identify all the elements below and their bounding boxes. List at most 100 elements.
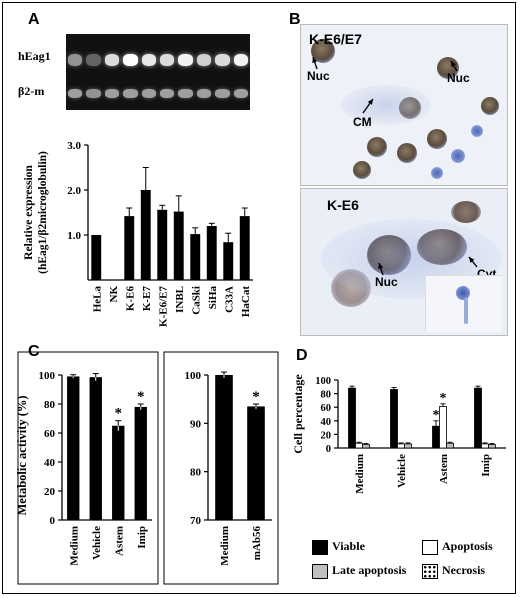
micrograph-k-e6-e7: K-E6/E7 Nuc Nuc CM — [300, 24, 508, 186]
significance-star: * — [433, 408, 440, 423]
cell-blue — [456, 286, 470, 300]
y-tick-label: 60 — [321, 403, 332, 414]
x-tick-label-k-e6-e7: K-E6/E7 — [157, 286, 169, 327]
micrograph-title-bottom: K-E6 — [327, 197, 359, 213]
x-tick-label-medium: Medium — [68, 526, 80, 566]
micrograph-title-top: K-E6/E7 — [309, 31, 362, 47]
gel-band-heag1 — [104, 54, 120, 66]
gel-band-heag1 — [215, 54, 230, 66]
bar-caski — [190, 234, 201, 280]
y-tick-label: 2.0 — [67, 185, 81, 197]
y-tick-label: 80 — [190, 467, 202, 479]
x-tick-label-mab56: mAb56 — [251, 526, 263, 561]
bar-viable-imip — [474, 387, 482, 449]
gel-band-heag1 — [178, 54, 193, 66]
y-tick-label: 90 — [190, 418, 202, 430]
gel-band-b2m — [233, 89, 248, 98]
cell-nucleus — [353, 161, 371, 179]
gel-band-b2m — [104, 89, 120, 98]
y-tick-label: 1.0 — [67, 230, 81, 242]
y-tick-label: 80 — [321, 390, 332, 401]
chart-a: 1.0 2.0 3.0 HeLa NK K-E6 K-E7 K-E6/E7 INBL CaSki S… — [23, 140, 253, 327]
y-tick-label: 3.0 — [67, 140, 81, 152]
bar-apoptosis-vehicle — [397, 443, 405, 449]
cell-nucleus — [427, 129, 447, 149]
bar-k-e6 — [124, 216, 135, 280]
cell-process — [464, 298, 468, 324]
y-tick-label: 60 — [44, 428, 56, 440]
label-nuc-3: Nuc — [375, 275, 398, 289]
gel-band-b2m — [215, 89, 230, 98]
bar-astem — [112, 425, 125, 520]
gel-band-heag1 — [196, 54, 212, 66]
chart-c2: 70 80 90 100 Medium * mAb56 — [163, 351, 279, 585]
bar-medium — [67, 376, 80, 520]
y-axis-label: Cell percentage — [291, 374, 305, 454]
micrograph-inset — [425, 275, 502, 332]
bar-late-apoptosis-astem — [446, 442, 454, 449]
micrograph-k-e6: K-E6 Nuc Cyt — [300, 188, 508, 336]
bar-medium — [215, 375, 233, 520]
y-tick-label: 40 — [44, 457, 56, 469]
label-cm: CM — [353, 115, 372, 129]
significance-star-mab56: * — [252, 389, 260, 405]
arrow-icon — [468, 256, 478, 268]
bar-mab56 — [247, 406, 265, 520]
bar-viable-vehicle — [390, 389, 398, 449]
bar-apoptosis-astem — [439, 406, 447, 449]
x-tick-label-vehicle: Vehicle — [396, 454, 408, 488]
y-axis-label: Metabolic activity (%) — [15, 395, 29, 515]
y-axis-label: (hEag1/β2microglobulin) — [37, 151, 49, 274]
x-tick-label-astem: Astem — [438, 454, 450, 484]
y-tick-label: 0 — [50, 515, 56, 527]
gel-band-heag1 — [68, 54, 83, 66]
bar-viable-astem — [432, 425, 440, 449]
gel-image — [66, 34, 250, 110]
gel-band-heag1 — [123, 54, 138, 66]
bar-late-apoptosis-vehicle — [404, 443, 412, 449]
legend-label-apoptosis: Apoptosis — [442, 539, 493, 553]
bar-c33a — [223, 242, 234, 280]
cell-nucleus — [397, 143, 417, 163]
gel-label-heag1: hEag1 — [18, 49, 51, 63]
significance-star-astem: * — [115, 406, 123, 422]
y-tick-label: 0 — [326, 444, 331, 455]
bar-siha — [206, 226, 217, 280]
legend-swatch-viable — [312, 540, 328, 555]
bar-vehicle — [89, 377, 102, 520]
legend-label-necrosis: Necrosis — [442, 563, 486, 577]
cell-nucleus — [481, 97, 499, 115]
y-tick-label: 80 — [44, 399, 56, 411]
gel-band-b2m — [178, 89, 193, 98]
panel-label-b: B — [289, 11, 301, 28]
legend-swatch-late-apoptosis — [312, 564, 328, 579]
figure-frame — [2, 2, 516, 594]
bar-k-e6-e7 — [157, 209, 168, 280]
significance-star-imip: * — [137, 389, 145, 405]
legend-swatch-apoptosis — [422, 540, 438, 555]
label-nuc-2: Nuc — [447, 71, 470, 85]
gel-label-b2m: β2-m — [18, 84, 45, 98]
gel-band-b2m — [86, 89, 101, 98]
x-tick-label-medium: Medium — [354, 454, 366, 494]
y-tick-label: 70 — [190, 515, 202, 527]
arrow-icon — [362, 98, 374, 114]
chart-c1: 0 20 40 60 80 100 Medium Vehicle * Astem * Imip Meta… — [15, 351, 159, 585]
x-tick-label-medium: Medium — [219, 526, 231, 566]
gel-band-b2m — [68, 89, 83, 98]
y-tick-label: 100 — [185, 370, 202, 382]
y-tick-label: 20 — [44, 486, 56, 498]
panel-box — [163, 351, 279, 585]
y-tick-label: 20 — [321, 430, 332, 441]
cell-blue — [471, 125, 483, 137]
label-nuc-1: Nuc — [307, 69, 330, 83]
bar-imip — [134, 406, 147, 520]
x-tick-label-imip: Imip — [480, 454, 492, 477]
cell-nucleus — [311, 39, 335, 63]
bar-viable-medium — [348, 387, 356, 449]
significance-star: * — [440, 391, 447, 406]
gel-band-b2m — [160, 89, 175, 98]
y-tick-label: 40 — [321, 417, 332, 428]
bar-inbl — [173, 211, 184, 280]
bar-late-apoptosis-imip — [488, 444, 496, 449]
